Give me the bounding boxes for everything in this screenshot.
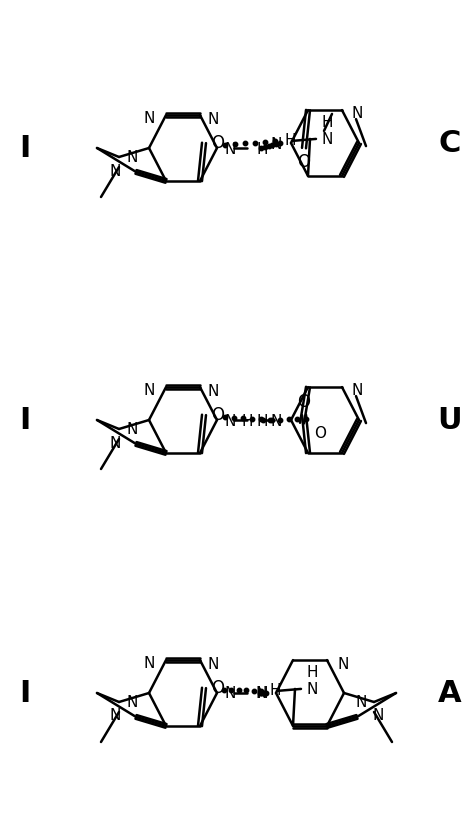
Text: I: I (19, 405, 31, 434)
Text: N: N (208, 111, 219, 127)
Text: O: O (211, 134, 225, 152)
Text: O: O (298, 393, 310, 411)
Text: N: N (144, 656, 155, 671)
Text: N: N (126, 151, 137, 166)
Text: H: H (257, 686, 268, 701)
Text: N: N (126, 695, 137, 710)
Text: O: O (314, 425, 326, 441)
Text: H: H (257, 142, 268, 157)
Text: H: H (269, 683, 281, 699)
Text: N: N (352, 105, 364, 120)
Text: O: O (298, 153, 310, 171)
Text: N: N (144, 382, 155, 398)
Text: N: N (307, 682, 319, 697)
Text: N: N (322, 133, 333, 147)
Text: N: N (225, 686, 237, 701)
Text: H: H (322, 115, 334, 130)
Text: H: H (284, 133, 296, 148)
Text: N: N (109, 436, 121, 451)
Text: O: O (211, 679, 225, 697)
Text: N: N (109, 709, 121, 723)
Text: N: N (356, 695, 367, 710)
Text: U: U (438, 405, 462, 434)
Text: N: N (271, 414, 282, 428)
Text: H: H (257, 414, 268, 428)
Text: H: H (241, 414, 253, 428)
Text: N: N (352, 382, 364, 398)
Text: N: N (338, 657, 349, 672)
Text: N: N (109, 163, 121, 179)
Text: A: A (438, 678, 462, 708)
Text: N: N (225, 142, 237, 157)
Text: N: N (144, 110, 155, 125)
Text: N: N (225, 414, 237, 428)
Text: C: C (439, 129, 461, 157)
Text: I: I (19, 133, 31, 162)
Text: N: N (271, 137, 282, 152)
Text: I: I (19, 678, 31, 708)
Text: N: N (255, 686, 267, 701)
Text: N: N (372, 709, 383, 723)
Text: N: N (208, 384, 219, 399)
Text: O: O (211, 406, 225, 424)
Text: H: H (307, 666, 319, 681)
Text: N: N (208, 657, 219, 672)
Text: N: N (126, 423, 137, 438)
